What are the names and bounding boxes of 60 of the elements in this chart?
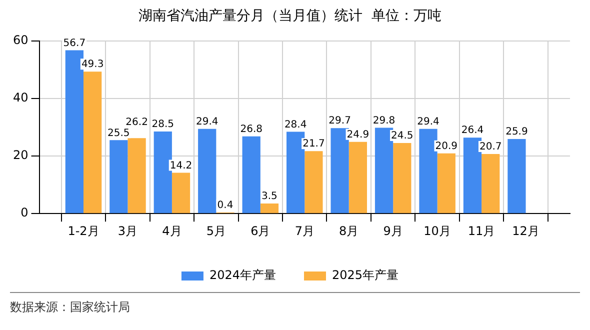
x-tick-label: 1-2月 [68, 224, 100, 238]
x-tick-label: 6月 [250, 224, 270, 238]
bar [482, 154, 500, 214]
data-label: 3.5 [262, 191, 278, 202]
data-label: 25.5 [108, 128, 130, 139]
data-label: 26.8 [240, 124, 262, 136]
bar [348, 142, 367, 214]
data-label: 14.2 [170, 160, 192, 172]
data-label: 25.9 [506, 126, 528, 138]
data-label: 28.5 [152, 119, 174, 130]
bar [508, 139, 526, 214]
bar [419, 128, 438, 214]
data-label: 49.3 [81, 59, 104, 70]
source-note: 数据来源：国家统计局 [10, 300, 130, 314]
x-tick-label: 8月 [339, 224, 359, 238]
bar [304, 151, 323, 214]
data-label: 26.2 [126, 116, 148, 128]
x-tick-label: 7月 [294, 224, 314, 238]
data-label: 29.4 [196, 116, 218, 128]
data-label: 21.7 [302, 138, 325, 150]
bar [374, 128, 394, 214]
bar [286, 132, 305, 214]
x-tick-label: 12月 [512, 224, 540, 238]
y-tick-label: 20 [12, 148, 28, 162]
x-tick-label: 11月 [468, 224, 496, 238]
bar [330, 128, 349, 214]
bar [172, 172, 190, 214]
bar [393, 143, 412, 214]
data-label: 29.8 [372, 115, 396, 126]
y-tick-label: 60 [12, 32, 28, 47]
data-label: 29.4 [417, 116, 440, 128]
data-label: 24.9 [346, 129, 370, 140]
x-tick-label: 5月 [206, 224, 226, 238]
bar [242, 136, 260, 214]
bar [437, 153, 456, 214]
data-label: 20.7 [479, 142, 502, 153]
chart-title: 湖南省汽油产量分月（当月值）统计 单位：万吨 [138, 8, 442, 24]
bar [110, 140, 128, 214]
bar [260, 204, 279, 214]
data-label: 26.4 [461, 125, 484, 136]
data-label: 28.4 [284, 119, 307, 130]
x-tick-label: 3月 [118, 224, 138, 238]
data-label: 29.7 [328, 116, 351, 127]
data-label: 56.7 [63, 38, 86, 49]
bar [198, 128, 216, 214]
bar [154, 132, 172, 214]
data-label: 0.4 [217, 200, 234, 212]
y-tick-label: 40 [12, 90, 28, 105]
legend-label: 2024年产量 [209, 268, 276, 282]
bar [463, 138, 482, 214]
legend-label: 2025年产量 [332, 268, 399, 282]
bar [83, 72, 102, 214]
x-tick-label: 4月 [162, 224, 182, 238]
x-tick-label: 10月 [424, 224, 451, 238]
bar [128, 138, 146, 214]
data-label: 24.5 [391, 130, 414, 142]
data-label: 20.9 [435, 141, 458, 152]
y-tick-label: 0 [20, 206, 28, 220]
bar [65, 50, 84, 214]
x-tick-label: 9月 [383, 224, 403, 238]
